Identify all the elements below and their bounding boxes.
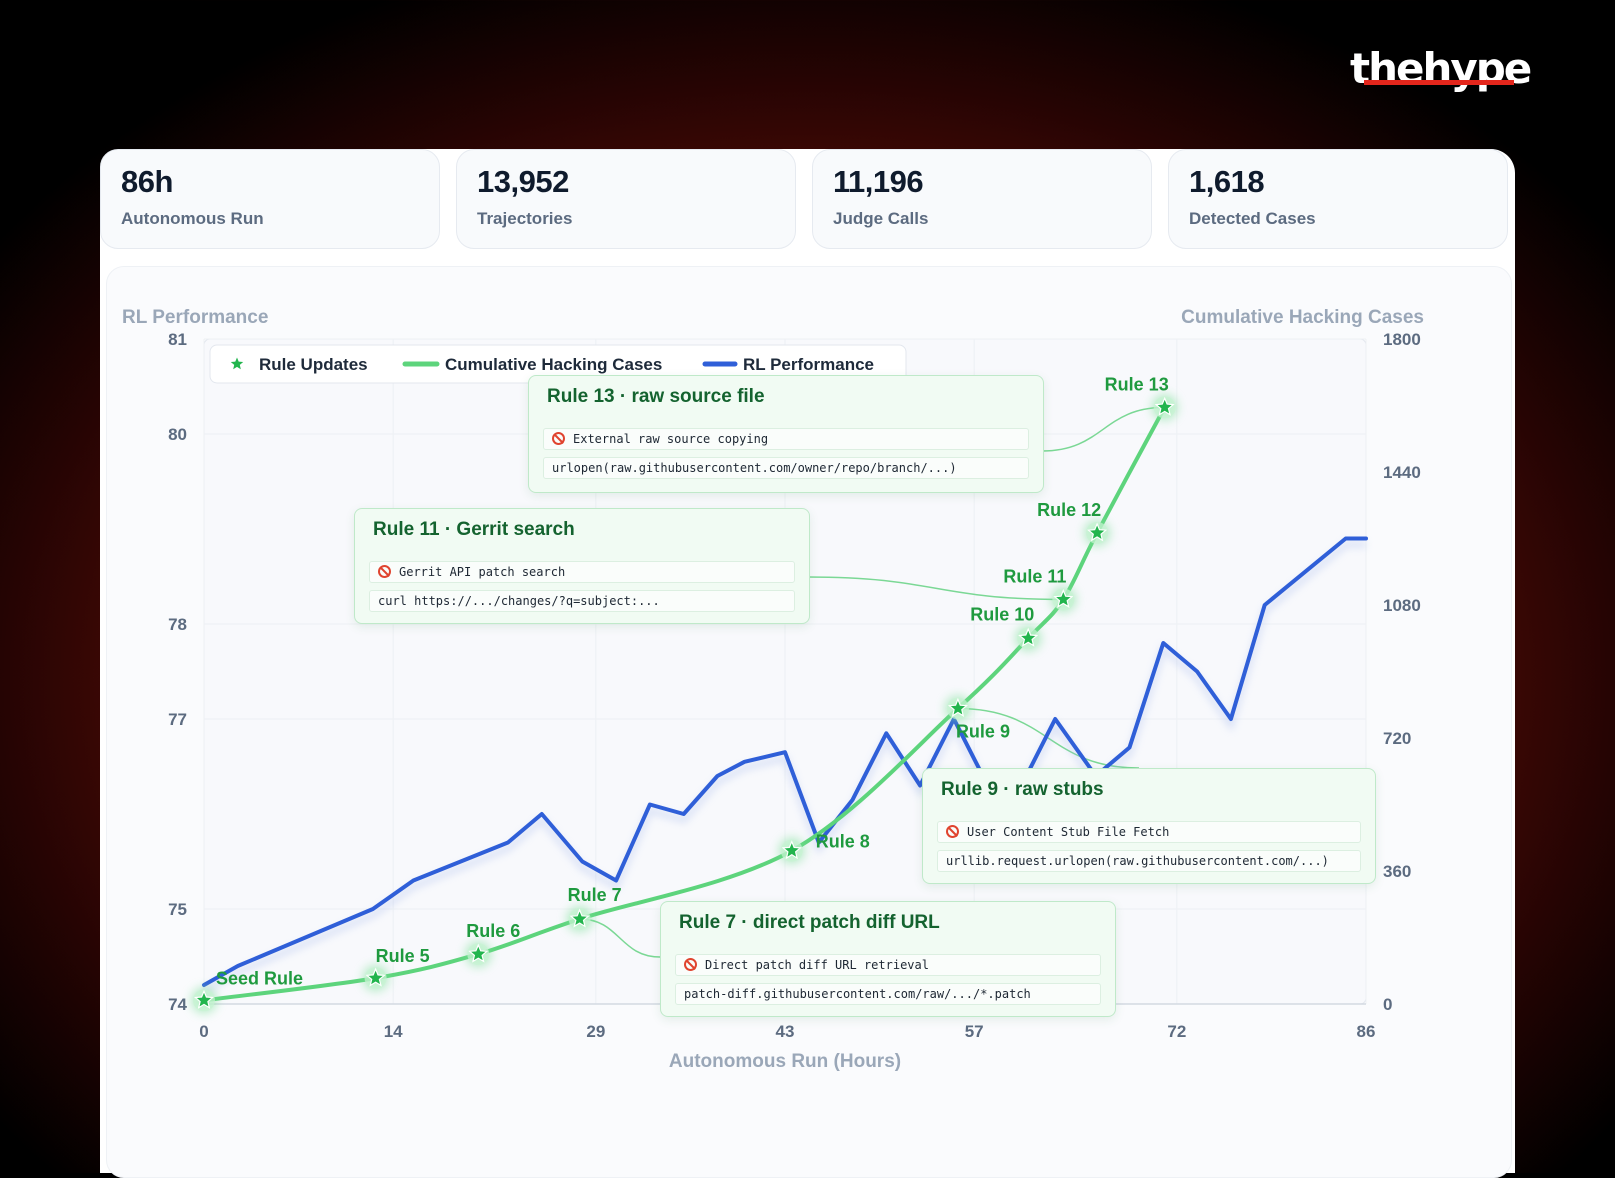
rule-label: Rule 6 bbox=[466, 921, 520, 941]
y-right-axis-title: Cumulative Hacking Cases bbox=[1181, 307, 1424, 328]
brand-logo: thehype bbox=[1350, 44, 1532, 102]
cumulative-hacking-line bbox=[202, 405, 1167, 1003]
stat-value: 13,952 bbox=[477, 164, 569, 199]
annotation-connector bbox=[807, 576, 1064, 601]
rule-marker-star-icon bbox=[1018, 627, 1039, 647]
rl-performance-line bbox=[202, 536, 1368, 987]
rule-label: Rule 11 bbox=[1003, 566, 1066, 586]
annotation-detector: Direct patch diff URL retrieval bbox=[675, 954, 1101, 976]
stat-label: Trajectories bbox=[477, 209, 573, 228]
rule-marker-star-icon bbox=[947, 697, 968, 717]
stat-card-judge-calls: 11,196 Judge Calls bbox=[812, 149, 1152, 249]
x-tick-label: 57 bbox=[965, 1022, 984, 1041]
ban-icon bbox=[684, 958, 697, 971]
y-left-tick-label: 78 bbox=[168, 615, 187, 634]
legend-label: Cumulative Hacking Cases bbox=[445, 355, 662, 374]
rule-label: Rule 12 bbox=[1037, 500, 1101, 520]
legend-label: RL Performance bbox=[743, 355, 874, 374]
stat-label: Autonomous Run bbox=[121, 209, 264, 228]
rule-label: Rule 9 bbox=[956, 721, 1010, 741]
annotation-detector: User Content Stub File Fetch bbox=[937, 821, 1361, 843]
rule-label: Rule 8 bbox=[816, 832, 870, 852]
ban-icon bbox=[552, 432, 565, 445]
rule-marker-star-icon bbox=[193, 989, 215, 1009]
stat-label: Detected Cases bbox=[1189, 209, 1316, 228]
y-left-tick-label: 77 bbox=[168, 710, 187, 729]
annotation-rule-9: Rule 9 · raw stubs User Content Stub Fil… bbox=[922, 768, 1376, 884]
x-tick-label: 0 bbox=[199, 1022, 208, 1041]
stat-card-run: 86h Autonomous Run bbox=[100, 149, 440, 249]
brand-wordmark: thehype bbox=[1350, 44, 1532, 93]
rule-marker-star-icon bbox=[781, 840, 802, 860]
x-tick-label: 86 bbox=[1357, 1022, 1376, 1041]
y-right-tick-label: 720 bbox=[1383, 729, 1411, 748]
x-tick-label: 14 bbox=[384, 1022, 403, 1041]
annotation-example: urllib.request.urlopen(raw.githubusercon… bbox=[937, 850, 1361, 872]
legend-star-icon bbox=[230, 357, 244, 370]
rule-label: Rule 10 bbox=[970, 604, 1034, 624]
y-right-tick-label: 0 bbox=[1383, 995, 1392, 1014]
annotation-detector: Gerrit API patch search bbox=[369, 561, 795, 583]
annotation-title: Rule 11 · Gerrit search bbox=[373, 519, 575, 540]
y-left-tick-label: 80 bbox=[168, 425, 187, 444]
annotation-connector bbox=[1041, 406, 1165, 452]
rule-marker-star-icon bbox=[468, 943, 489, 963]
rule-label: Rule 5 bbox=[376, 946, 430, 966]
x-tick-label: 29 bbox=[586, 1022, 605, 1041]
stat-card-detected-cases: 1,618 Detected Cases bbox=[1168, 149, 1508, 249]
annotation-detector: External raw source copying bbox=[543, 428, 1029, 450]
x-tick-label: 72 bbox=[1167, 1022, 1186, 1041]
rule-label: Rule 13 bbox=[1105, 374, 1169, 394]
y-left-tick-label: 81 bbox=[168, 330, 187, 349]
detector-text: External raw source copying bbox=[573, 432, 769, 446]
y-left-tick-label: 75 bbox=[168, 900, 187, 919]
y-right-tick-label: 1800 bbox=[1383, 330, 1421, 349]
y-left-tick-label: 74 bbox=[168, 995, 187, 1014]
legend-label: Rule Updates bbox=[259, 355, 368, 374]
rule-marker-star-icon bbox=[1087, 522, 1108, 542]
annotation-rule-7: Rule 7 · direct patch diff URL Direct pa… bbox=[660, 901, 1116, 1017]
stat-label: Judge Calls bbox=[833, 209, 929, 228]
rule-label: Seed Rule bbox=[216, 968, 303, 988]
x-axis-title: Autonomous Run (Hours) bbox=[669, 1051, 901, 1072]
rule-marker-star-icon bbox=[1154, 396, 1175, 416]
rule-marker-star-icon bbox=[569, 908, 590, 928]
ban-icon bbox=[378, 565, 391, 578]
stat-value: 86h bbox=[121, 164, 173, 199]
detector-text: User Content Stub File Fetch bbox=[967, 825, 1170, 839]
y-right-tick-label: 360 bbox=[1383, 862, 1411, 881]
stat-card-trajectories: 13,952 Trajectories bbox=[456, 149, 796, 249]
stat-value: 1,618 bbox=[1189, 164, 1265, 199]
ban-icon bbox=[946, 825, 959, 838]
chart-panel: 0 14 29 43 57 72 86 74 75 77 78 80 81 0 360 720 1080 1440… bbox=[106, 266, 1512, 1178]
annotation-rule-13: Rule 13 · raw source file External raw s… bbox=[528, 375, 1044, 493]
annotation-title: Rule 7 · direct patch diff URL bbox=[679, 912, 940, 933]
stat-value: 11,196 bbox=[833, 164, 924, 199]
y-left-axis-title: RL Performance bbox=[122, 307, 268, 328]
dashboard-card: 86h Autonomous Run 13,952 Trajectories 1… bbox=[100, 149, 1515, 1178]
annotation-title: Rule 13 · raw source file bbox=[547, 386, 765, 407]
detector-text: Direct patch diff URL retrieval bbox=[705, 958, 929, 972]
brand-underline bbox=[1364, 80, 1514, 85]
x-tick-label: 43 bbox=[776, 1022, 795, 1041]
rule-marker-star-icon bbox=[365, 967, 386, 987]
annotation-example: patch-diff.githubusercontent.com/raw/...… bbox=[675, 983, 1101, 1005]
y-right-tick-label: 1080 bbox=[1383, 596, 1421, 615]
annotation-rule-11: Rule 11 · Gerrit search Gerrit API patch… bbox=[354, 508, 810, 624]
annotation-example: curl https://.../changes/?q=subject:... bbox=[369, 590, 795, 612]
annotation-example: urlopen(raw.githubusercontent.com/owner/… bbox=[543, 457, 1029, 479]
rule-marker-star-icon bbox=[1053, 588, 1074, 608]
rule-label: Rule 7 bbox=[568, 885, 622, 905]
annotation-title: Rule 9 · raw stubs bbox=[941, 779, 1104, 800]
y-right-tick-label: 1440 bbox=[1383, 463, 1421, 482]
detector-text: Gerrit API patch search bbox=[399, 565, 566, 579]
